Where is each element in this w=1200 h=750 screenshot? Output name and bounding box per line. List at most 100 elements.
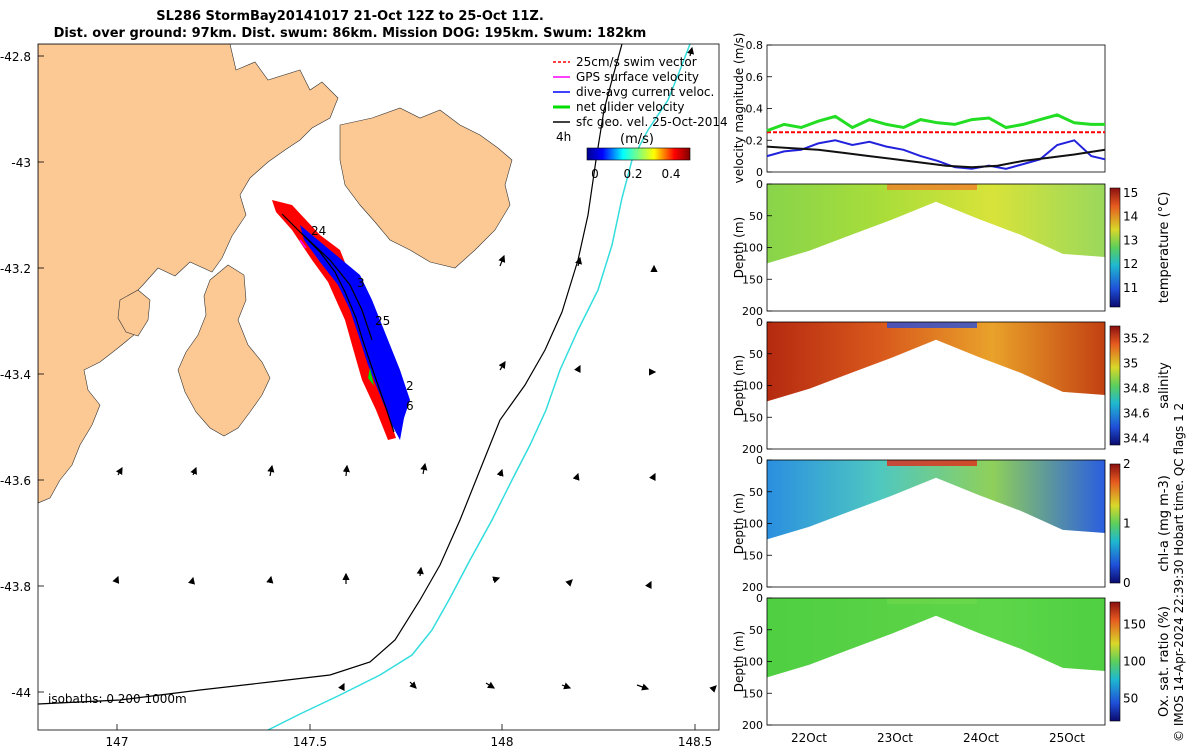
sfc-geo-velocity-arrows bbox=[112, 46, 717, 693]
xtick-24oct: 24Oct bbox=[963, 731, 999, 745]
velocity-ytick-0: 0 bbox=[756, 166, 763, 179]
temperature-ytick-200: 200 bbox=[742, 305, 763, 318]
map-ytick--42.8: -42.8 bbox=[0, 50, 31, 64]
dive-avg-current bbox=[300, 225, 410, 440]
map-xtick-148.5: 148.5 bbox=[678, 735, 712, 749]
tasmania-mainland bbox=[38, 44, 339, 504]
oxygen-cbar-tick-100: 100 bbox=[1123, 655, 1146, 669]
chl-a-section-data bbox=[767, 460, 1105, 540]
velocity-ytick-0.4: 0.4 bbox=[746, 103, 764, 116]
salinity-colorbar-label: salinity bbox=[1157, 362, 1172, 409]
chl-a-ylabel: Depth (m) bbox=[732, 493, 746, 554]
temperature-ytick-150: 150 bbox=[742, 273, 763, 286]
bruny-island bbox=[117, 289, 151, 337]
salinity-colorbar bbox=[1109, 325, 1121, 446]
velocity-ylabel: velocity magnitude (m/s) bbox=[732, 33, 746, 184]
footer-credit: © IMOS 14-Apr-2024 22:39:30 Hobart time.… bbox=[1172, 403, 1186, 742]
salinity-ytick-0: 0 bbox=[756, 316, 763, 329]
map-panel: 24 3 25 2 6 bbox=[0, 43, 728, 749]
day-label-24: 24 bbox=[311, 224, 326, 238]
glider-net-velocity bbox=[368, 368, 374, 386]
map-ytick--43.2: -43.2 bbox=[0, 262, 31, 276]
salinity-panel: 0 50 100 150 200 Depth (m) 35.2 35 34.8 34.6 34.4 s… bbox=[732, 316, 1172, 456]
salinity-ytick-150: 150 bbox=[742, 411, 763, 424]
oxygen-colorbar-label: Ox. sat. ratio (%) bbox=[1157, 606, 1172, 717]
velocity-series bbox=[766, 113, 1106, 170]
map-ytick--43.6: -43.6 bbox=[0, 474, 31, 488]
oxygen-ytick-100: 100 bbox=[742, 656, 763, 669]
legend-gps-velocity: GPS surface velocity bbox=[576, 70, 699, 84]
temperature-cbar-tick-13: 13 bbox=[1123, 233, 1138, 247]
salinity-cbar-tick-35.2: 35.2 bbox=[1123, 332, 1150, 346]
temperature-colorbar-label: temperature (°C) bbox=[1157, 192, 1172, 304]
day-label-2: 2 bbox=[406, 379, 414, 393]
map-ytick--43: -43 bbox=[11, 156, 31, 170]
map-legend: 25cm/s swim vector GPS surface velocity … bbox=[553, 55, 728, 181]
title-line-2: Dist. over ground: 97km. Dist. swum: 86k… bbox=[54, 26, 647, 41]
salinity-cbar-tick-34.6: 34.6 bbox=[1123, 407, 1150, 421]
salinity-cbar-tick-35: 35 bbox=[1123, 357, 1138, 371]
oxygen-cbar-tick-150: 150 bbox=[1123, 617, 1146, 631]
temperature-ylabel: Depth (m) bbox=[732, 217, 746, 278]
salinity-section-data bbox=[767, 322, 1105, 402]
colorbar-tick-0.4: 0.4 bbox=[661, 167, 680, 181]
velocity-ytick-0.6: 0.6 bbox=[746, 71, 764, 84]
chl-a-ytick-50: 50 bbox=[749, 486, 763, 499]
salinity-cbar-tick-34.8: 34.8 bbox=[1123, 382, 1150, 396]
day-label-3: 3 bbox=[357, 276, 365, 290]
velocity-ytick-0.2: 0.2 bbox=[746, 134, 764, 147]
time-axis: 22Oct 23Oct 24Oct 25Oct bbox=[791, 731, 1085, 745]
glider-track bbox=[281, 213, 395, 433]
velocity-series-net-glider-velocity bbox=[766, 113, 1105, 133]
glider-swim-vectors bbox=[272, 200, 396, 440]
colorbar-tick-0.2: 0.2 bbox=[623, 167, 642, 181]
map-ytick--44: -44 bbox=[11, 686, 31, 700]
xtick-23oct: 23Oct bbox=[877, 731, 913, 745]
chl-a-panel: 0 50 100 150 200 Depth (m) 2 1 0 chl-a (mg m-3) bbox=[732, 454, 1172, 594]
colorbar-tick-0: 0 bbox=[591, 167, 599, 181]
chl-a-cbar-tick-0: 0 bbox=[1123, 576, 1131, 590]
salinity-ytick-50: 50 bbox=[749, 348, 763, 361]
velocity-ytick-0.8: 0.8 bbox=[746, 39, 764, 52]
map-xtick-147: 147 bbox=[106, 735, 129, 749]
velocity-panel: 0 0.2 0.4 0.6 0.8 velocity magnitude (m/s) bbox=[732, 33, 1106, 184]
legend-swim-vector: 25cm/s swim vector bbox=[576, 55, 697, 69]
temperature-ytick-50: 50 bbox=[749, 210, 763, 223]
velocity-series-surface-geostrophic-velocity bbox=[766, 145, 1106, 169]
temperature-cbar-tick-14: 14 bbox=[1123, 210, 1138, 224]
oxygen-section-data bbox=[767, 598, 1105, 678]
chl-a-ytick-200: 200 bbox=[742, 581, 763, 594]
xtick-22oct: 22Oct bbox=[791, 731, 827, 745]
temperature-ytick-0: 0 bbox=[756, 178, 763, 191]
oxygen-ytick-50: 50 bbox=[749, 624, 763, 637]
chl-a-ytick-100: 100 bbox=[742, 518, 763, 531]
legend-dive-avg: dive-avg current veloc. bbox=[576, 85, 714, 99]
oxygen-ylabel: Depth (m) bbox=[732, 631, 746, 692]
isobath-1000m bbox=[267, 44, 691, 730]
chl-a-colorbar-label: chl-a (mg m-3) bbox=[1157, 475, 1172, 572]
day-label-6: 6 bbox=[406, 399, 414, 413]
forestier-peninsula bbox=[339, 107, 513, 269]
map-xtick-147.5: 147.5 bbox=[293, 735, 327, 749]
salinity-cbar-tick-34.4: 34.4 bbox=[1123, 432, 1150, 446]
oxygen-cbar-tick-50: 50 bbox=[1123, 692, 1138, 706]
chl-a-cbar-tick-2: 2 bbox=[1123, 457, 1131, 471]
map-xtick-148: 148 bbox=[491, 735, 514, 749]
temperature-cbar-tick-11: 11 bbox=[1123, 281, 1138, 295]
map-ytick--43.4: -43.4 bbox=[0, 368, 31, 382]
salinity-ytick-100: 100 bbox=[742, 380, 763, 393]
oxygen-ytick-0: 0 bbox=[756, 592, 763, 605]
chl-a-cbar-tick-1: 1 bbox=[1123, 517, 1131, 531]
legend-net-glider: net glider velocity bbox=[576, 100, 684, 114]
velocity-series-dive-avg-current bbox=[766, 139, 1106, 170]
time-label-4h: 4h bbox=[556, 130, 571, 144]
chl-a-ytick-0: 0 bbox=[756, 454, 763, 467]
map-ytick--43.8: -43.8 bbox=[0, 580, 31, 594]
isobath-200m bbox=[38, 44, 623, 705]
chl-a-colorbar bbox=[1109, 463, 1121, 584]
oxygen-ytick-200: 200 bbox=[742, 719, 763, 732]
tasman-peninsula bbox=[177, 264, 271, 437]
temperature-cbar-tick-12: 12 bbox=[1123, 257, 1138, 271]
